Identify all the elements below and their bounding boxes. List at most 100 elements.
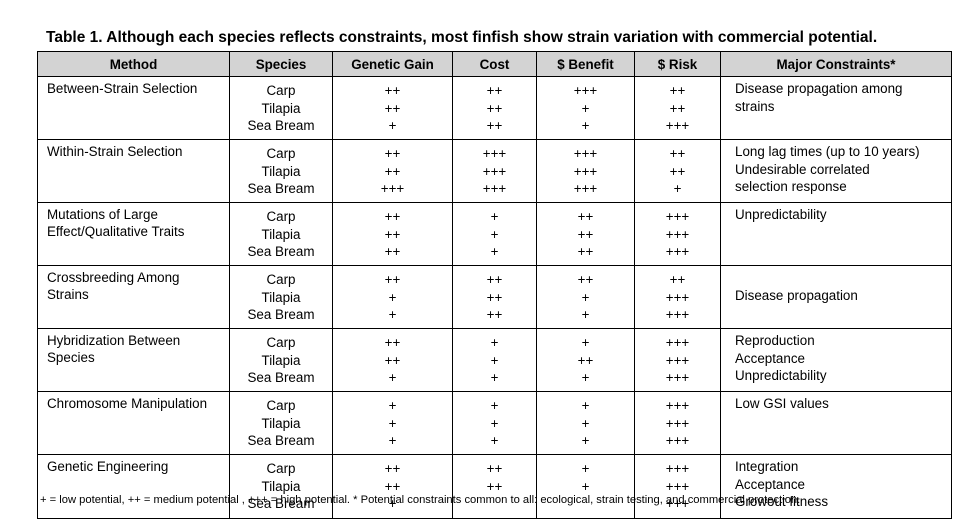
- method-cell-line: Effect/Qualitative Traits: [47, 224, 185, 239]
- cost-cell-line: ++: [486, 272, 503, 287]
- genetic-gain-cell-line: ++: [384, 335, 401, 350]
- species-cell: Carp Tilapia Sea Bream: [229, 76, 333, 140]
- method-cell: Hybridization Between Species: [37, 328, 230, 392]
- header-row: Method Species Genetic Gain Cost $ Benef…: [37, 51, 952, 77]
- method-cell: Chromosome Manipulation: [37, 391, 230, 455]
- method-cell-line: Chromosome Manipulation: [47, 396, 208, 411]
- benefit-cell: + +: [536, 454, 635, 519]
- genetic-gain-cell-line: ++: [384, 272, 401, 287]
- genetic-gain-cell: + + +: [332, 391, 453, 455]
- constraints-cell: Unpredictability: [720, 202, 952, 266]
- method-cell-line: Species: [47, 350, 95, 365]
- species-cell-line: Sea Bream: [247, 181, 315, 196]
- header-risk: $ Risk: [634, 51, 721, 77]
- genetic-gain-cell-line: ++: [384, 83, 401, 98]
- species-cell-line: Carp: [266, 146, 296, 161]
- method-cell: Within-Strain Selection: [37, 139, 230, 203]
- species-cell-line: Tilapia: [261, 100, 301, 116]
- cost-cell: + + +: [452, 202, 537, 266]
- constraints-cell-line: Unpredictability: [735, 368, 827, 383]
- results-table: Method Species Genetic Gain Cost $ Benef…: [37, 51, 952, 519]
- genetic-gain-cell-line: +: [388, 307, 397, 322]
- cost-cell-line: +: [490, 335, 499, 350]
- genetic-gain-cell-line: +++: [380, 181, 405, 196]
- risk-cell: ++ ++ +++: [634, 76, 721, 140]
- species-cell-line: Carp: [266, 398, 296, 413]
- risk-cell-line: +++: [665, 461, 690, 476]
- risk-cell-line: ++: [669, 83, 686, 98]
- cost-cell: ++ ++: [452, 454, 537, 519]
- table-row: Hybridization Between Species Carp Tilapia S…: [37, 328, 952, 392]
- benefit-cell-line: +++: [573, 181, 598, 196]
- benefit-cell: +++ +++ +++: [536, 139, 635, 203]
- species-cell: Carp Tilapia Sea Bream: [229, 202, 333, 266]
- header-major-constraints: Major Constraints*: [720, 51, 952, 77]
- constraints-cell-line: Long lag times (up to 10 years): [735, 144, 920, 159]
- genetic-gain-cell-line: ++: [384, 100, 401, 116]
- risk-cell: +++ +++ +++: [634, 328, 721, 392]
- cost-cell-line: +++: [482, 181, 507, 196]
- genetic-gain-cell: ++ ++ +: [332, 328, 453, 392]
- risk-cell-line: ++: [669, 146, 686, 161]
- method-cell-line: Between-Strain Selection: [47, 81, 198, 96]
- table-row: Between-Strain Selection Carp Tilapia Sea B…: [37, 76, 952, 140]
- genetic-gain-cell-line: ++: [384, 478, 401, 494]
- genetic-gain-cell-line: ++: [384, 226, 401, 242]
- cost-cell: + + +: [452, 328, 537, 392]
- risk-cell-line: +: [673, 181, 682, 196]
- species-cell-line: Tilapia: [261, 415, 301, 431]
- risk-cell-line: +++: [665, 209, 690, 224]
- constraints-cell-line: [735, 269, 947, 287]
- genetic-gain-cell: ++ ++ ++: [332, 202, 453, 266]
- risk-cell-line: +++: [665, 244, 690, 259]
- benefit-cell-line: +: [581, 118, 590, 133]
- genetic-gain-cell-line: +: [388, 496, 397, 511]
- benefit-cell-line: ++: [577, 244, 594, 259]
- risk-cell: +++ +++ +++: [634, 202, 721, 266]
- method-cell: Crossbreeding Among Strains: [37, 265, 230, 329]
- species-cell-line: Tilapia: [261, 352, 301, 368]
- risk-cell-line: +++: [665, 496, 690, 511]
- genetic-gain-cell-line: +: [388, 289, 397, 305]
- table-row: Within-Strain Selection Carp Tilapia Sea Br…: [37, 139, 952, 203]
- benefit-cell: ++++: [536, 328, 635, 392]
- genetic-gain-cell-line: +: [388, 433, 397, 448]
- genetic-gain-cell: ++ + +: [332, 265, 453, 329]
- method-cell: Mutations of Large Effect/Qualitative Tra…: [37, 202, 230, 266]
- table-title: Table 1. Although each species reflects …: [46, 29, 878, 46]
- constraints-cell-line: Disease propagation: [735, 287, 858, 303]
- method-cell: Between-Strain Selection: [37, 76, 230, 140]
- constraints-cell-line: Growout fitness: [735, 494, 829, 509]
- risk-cell-line: +++: [665, 415, 690, 431]
- constraints-cell: Integration Acceptance Growout fitness: [720, 454, 952, 519]
- risk-cell-line: +++: [665, 226, 690, 242]
- risk-cell-line: +++: [665, 289, 690, 305]
- cost-cell-line: +++: [482, 146, 507, 161]
- constraints-cell-line: Acceptance: [735, 350, 805, 366]
- cost-cell-line: ++: [486, 461, 503, 476]
- species-cell-line: Tilapia: [261, 226, 301, 242]
- genetic-gain-cell-line: +: [388, 370, 397, 385]
- species-cell: Carp Tilapia Sea Bream: [229, 139, 333, 203]
- risk-cell-line: +++: [665, 352, 690, 368]
- species-cell: Carp Tilapia Sea Bream: [229, 454, 333, 519]
- species-cell-line: Sea Bream: [247, 496, 315, 511]
- method-cell-line: Crossbreeding Among: [47, 270, 180, 285]
- benefit-cell: ++++: [536, 265, 635, 329]
- constraints-cell-line: Low GSI values: [735, 396, 829, 411]
- benefit-cell-line: +: [581, 370, 590, 385]
- constraints-cell-line: Disease propagation among: [735, 81, 903, 96]
- genetic-gain-cell-line: ++: [384, 163, 401, 179]
- species-cell-line: Carp: [266, 335, 296, 350]
- header-benefit: $ Benefit: [536, 51, 635, 77]
- risk-cell-line: +++: [665, 307, 690, 322]
- method-cell: Genetic Engineering: [37, 454, 230, 519]
- benefit-cell-line: +: [581, 335, 590, 350]
- benefit-cell-line: ++: [577, 226, 594, 242]
- constraints-cell: Reproduction Acceptance Unpredictability: [720, 328, 952, 392]
- method-cell-line: Mutations of Large: [47, 207, 158, 222]
- risk-cell-line: ++: [669, 100, 686, 116]
- cost-cell-line: +: [490, 244, 499, 259]
- table-row: Crossbreeding Among Strains Carp Tilapia Sea…: [37, 265, 952, 329]
- constraints-cell-line: Integration: [735, 459, 799, 474]
